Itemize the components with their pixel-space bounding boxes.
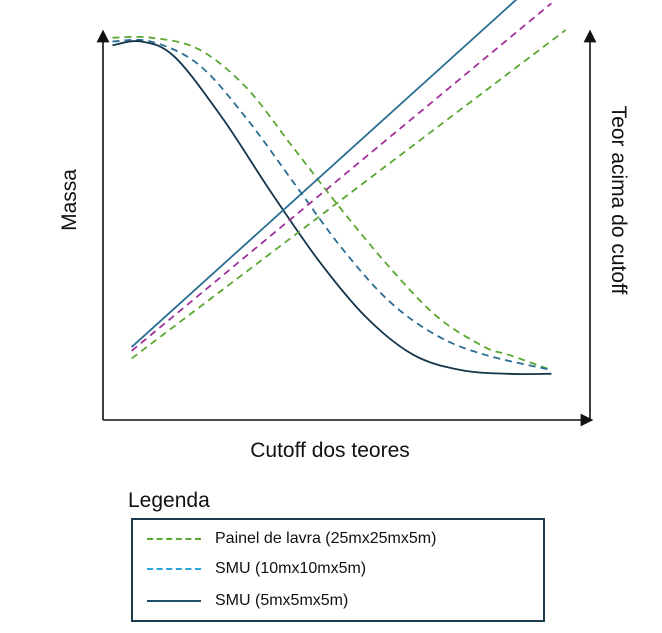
grade-series-1 [131, 2, 552, 352]
legend-label-smu-5: SMU (5mx5mx5m) [215, 592, 349, 609]
legend-swatch-painel [147, 538, 201, 540]
legend-item-painel: Painel de lavra (25mx25mx5m) [133, 528, 543, 550]
grade-series-0 [131, 0, 518, 348]
mass-series-2 [112, 40, 552, 376]
grade-series-group [131, 0, 567, 360]
y-axis-label-right: Teor acima do cutoff [607, 106, 630, 295]
grade-series-2 [131, 29, 567, 360]
mass-series-0 [112, 35, 552, 371]
legend: Painel de lavra (25mx25mx5m) SMU (10mx10… [131, 518, 545, 622]
legend-item-smu-10: SMU (10mx10mx5m) [133, 558, 543, 580]
legend-label-painel: Painel de lavra (25mx25mx5m) [215, 530, 437, 547]
x-axis-label: Cutoff dos teores [250, 439, 410, 462]
chart: Massa Teor acima do cutoff Cutoff dos te… [58, 0, 630, 462]
mass-series-1 [112, 38, 552, 371]
legend-item-smu-5: SMU (5mx5mx5m) [133, 590, 543, 612]
mass-series-group [112, 35, 552, 376]
legend-swatch-smu-10 [147, 568, 201, 570]
y-axis-label-left: Massa [58, 169, 81, 231]
legend-swatch-smu-5 [147, 600, 201, 602]
legend-title: Legenda [128, 489, 210, 512]
legend-label-smu-10: SMU (10mx10mx5m) [215, 560, 367, 577]
